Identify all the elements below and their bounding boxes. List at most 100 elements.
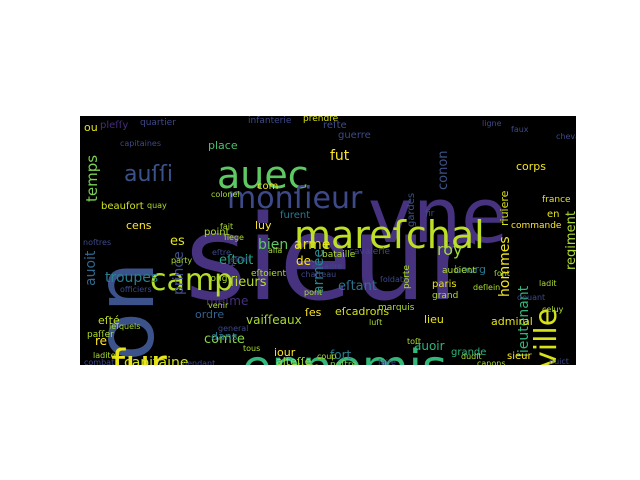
- cloud-word: noſtres: [83, 238, 112, 247]
- cloud-word: meſme: [206, 294, 249, 308]
- cloud-word: com: [257, 181, 279, 192]
- cloud-word: eſcadrons: [335, 305, 390, 318]
- cloud-word: eſtoit: [219, 253, 254, 268]
- cloud-word: place: [208, 139, 238, 152]
- cloud-word: infanterie: [248, 116, 292, 126]
- cloud-word: faire: [378, 358, 396, 366]
- cloud-word: fir: [425, 209, 435, 219]
- cloud-word: auoit: [83, 250, 99, 286]
- cloud-word: auſſi: [124, 162, 174, 187]
- cloud-word: pieces: [293, 363, 319, 366]
- cloud-word: long: [208, 274, 228, 284]
- cloud-word: temps: [83, 154, 101, 202]
- cloud-word: quartier: [140, 118, 176, 128]
- cloud-word: bien: [258, 237, 289, 253]
- cloud-word: eſtant: [338, 279, 377, 294]
- cloud-word: lieu: [424, 313, 444, 326]
- cloud-word: vne: [368, 171, 508, 260]
- cloud-word: ligne: [482, 119, 502, 128]
- cloud-word: arme: [294, 237, 331, 253]
- cloud-word: comte: [204, 332, 245, 347]
- cloud-word: corps: [516, 160, 547, 173]
- cloud-word: chaſteau: [301, 270, 337, 279]
- cloud-word: canons: [477, 359, 506, 366]
- cloud-word: dans: [211, 330, 238, 343]
- cloud-word: eſcadre: [312, 262, 343, 271]
- cloud-word: riuiere: [498, 190, 511, 226]
- cloud-word: vaiſſeaux: [246, 313, 302, 327]
- cloud-word: paris: [432, 279, 457, 290]
- cloud-word: nuict: [549, 357, 569, 366]
- cloud-word: pendant: [182, 359, 216, 366]
- cloud-word: iour: [274, 346, 296, 359]
- cloud-word: alteſſe: [276, 355, 312, 365]
- cloud-word: ou: [84, 121, 98, 134]
- cloud-word: ennemis: [242, 344, 447, 365]
- cloud-word: cens: [126, 219, 152, 232]
- cloud-word: fait: [220, 222, 234, 231]
- cloud-word: quay: [147, 201, 167, 210]
- cloud-word: es: [170, 234, 185, 249]
- cloud-word: alla: [268, 246, 283, 255]
- cloud-word: mareſchal: [294, 213, 485, 257]
- cloud-word: fur: [111, 342, 167, 365]
- cloud-word: officiers: [120, 285, 152, 294]
- cloud-word: france: [542, 195, 571, 205]
- cloud-word: tous: [243, 344, 261, 353]
- cloud-word: ladit: [539, 279, 557, 288]
- cloud-word: luſt: [369, 318, 383, 327]
- cloud-word: pont: [304, 288, 323, 297]
- cloud-word: sieur: [185, 189, 476, 327]
- cloud-word: colonel: [211, 190, 240, 199]
- cloud-word: eſt: [219, 261, 236, 275]
- cloud-word: general: [218, 324, 249, 333]
- cloud-word: regiment: [564, 210, 576, 270]
- cloud-word: conon: [436, 150, 451, 190]
- cloud-word: furent: [280, 210, 311, 221]
- cloud-word: en: [547, 209, 560, 220]
- cloud-word: camp: [150, 263, 234, 298]
- cloud-word: cavalerie: [349, 247, 391, 257]
- cloud-word: beaufort: [101, 201, 144, 212]
- cloud-word: eſté: [98, 314, 120, 327]
- cloud-word: prendre: [303, 116, 339, 124]
- cloud-word: chevalier: [556, 132, 576, 141]
- cloud-word: ladite: [93, 351, 116, 360]
- cloud-word: troupes: [105, 270, 159, 286]
- cloud-word: leſquels: [109, 322, 141, 331]
- cloud-word: capitaines: [120, 139, 162, 148]
- cloud-word: grand: [432, 291, 459, 301]
- cloud-word: combat: [84, 358, 115, 366]
- cloud-word: gardes: [406, 192, 417, 227]
- cloud-word: auec: [217, 153, 309, 197]
- cloud-word: eſtoient: [251, 269, 287, 279]
- cloud-word: noſtre: [330, 360, 357, 366]
- cloud-word: bourg: [454, 263, 486, 276]
- cloud-word: ſiege: [224, 233, 244, 242]
- cloud-word: pleſſy: [100, 120, 129, 131]
- cloud-word: ſieurs: [230, 275, 267, 290]
- cloud-word: faux: [511, 125, 529, 134]
- cloud-word: coup: [317, 352, 337, 361]
- cloud-word: reſte: [323, 120, 347, 131]
- cloud-word: commande: [511, 221, 562, 231]
- word-cloud: sieurvnesonennemismareſchalauecmonſieurf…: [80, 116, 576, 365]
- cloud-word: roy: [437, 240, 463, 259]
- cloud-word: luy: [255, 219, 272, 232]
- cloud-word: sieur: [507, 351, 532, 362]
- cloud-word: party: [171, 256, 193, 265]
- cloud-word: marquis: [378, 303, 415, 313]
- cloud-word: fort: [330, 348, 352, 362]
- cloud-word: monſieur: [227, 181, 363, 216]
- cloud-word: admiral: [491, 315, 533, 328]
- cloud-word: deſlein: [473, 283, 501, 292]
- cloud-word: guerre: [338, 130, 371, 141]
- cloud-word: auoient: [442, 266, 476, 276]
- cloud-word: celuy: [542, 305, 564, 314]
- cloud-word: ordre: [195, 308, 225, 321]
- cloud-word: eſtoit: [230, 255, 252, 264]
- cloud-word: paſſer: [87, 330, 114, 340]
- cloud-word: point: [204, 227, 230, 238]
- cloud-word: auoir: [414, 339, 445, 353]
- cloud-word: bataille: [322, 250, 356, 260]
